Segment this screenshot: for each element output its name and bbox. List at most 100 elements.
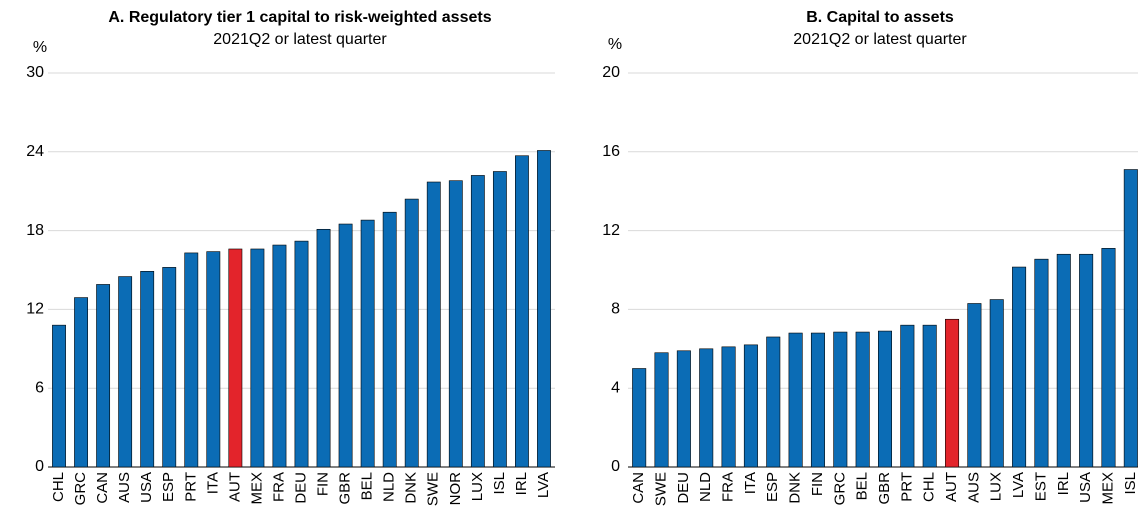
- x-tick-label: CHL: [50, 472, 67, 502]
- bar: [492, 171, 507, 468]
- bar: [1123, 169, 1138, 468]
- x-tick-label: DEU: [292, 472, 309, 504]
- x-tick-label: IRL: [1055, 472, 1072, 495]
- x-tick-label: MEX: [248, 472, 265, 505]
- x-tick-label: GBR: [337, 472, 354, 505]
- x-tick-label: LUX: [469, 472, 486, 501]
- y-tick-label: 12: [602, 222, 620, 239]
- x-tick-label: DEU: [675, 472, 692, 504]
- x-tick-label: NLD: [381, 472, 398, 502]
- y-tick-label: 16: [602, 143, 620, 160]
- x-tick-label: ESP: [160, 472, 177, 502]
- x-tick-label: ISL: [1122, 472, 1138, 495]
- y-tick-label: 0: [35, 458, 44, 475]
- y-tick-label: 6: [35, 379, 44, 396]
- bar: [1012, 266, 1027, 468]
- x-tick-label: LVA: [1010, 472, 1027, 498]
- y-tick-label: 0: [611, 458, 620, 475]
- x-tick-label: USA: [1077, 472, 1094, 503]
- bar: [360, 219, 375, 468]
- x-tick-label: CAN: [94, 472, 111, 504]
- chart-subtitle: 2021Q2 or latest quarter: [793, 31, 967, 48]
- bar: [900, 324, 915, 468]
- x-tick-label: USA: [138, 472, 155, 503]
- x-tick-label: AUS: [116, 472, 133, 503]
- y-tick-label: 30: [26, 64, 44, 81]
- y-axis-label: %: [33, 39, 47, 56]
- bar: [989, 299, 1004, 468]
- bar: [338, 223, 353, 468]
- x-tick-label: BEL: [854, 472, 871, 500]
- bar: [404, 198, 419, 468]
- x-tick-label: FRA: [270, 472, 287, 502]
- y-tick-label: 4: [611, 379, 620, 396]
- chart-title: B. Capital to assets: [806, 9, 954, 26]
- bar: [632, 368, 647, 468]
- x-tick-label: GRC: [72, 472, 89, 506]
- bar: [699, 348, 714, 468]
- bar: [228, 248, 243, 468]
- bar: [118, 276, 133, 468]
- bar: [294, 240, 309, 468]
- bar: [74, 297, 88, 468]
- x-tick-label: FRA: [720, 472, 737, 502]
- bar: [721, 346, 736, 468]
- bar: [382, 211, 397, 468]
- x-tick-label: ITA: [204, 472, 221, 494]
- bar: [1079, 253, 1094, 468]
- x-tick-label: DNK: [403, 472, 420, 504]
- x-tick-label: BEL: [359, 472, 376, 500]
- x-tick-label: AUT: [226, 472, 243, 502]
- y-tick-label: 20: [602, 64, 620, 81]
- bar: [743, 344, 758, 468]
- y-tick-label: 12: [26, 301, 44, 318]
- bar: [184, 252, 199, 468]
- chart-subtitle: 2021Q2 or latest quarter: [213, 31, 387, 48]
- x-tick-label: NOR: [447, 472, 464, 506]
- x-tick-label: AUT: [943, 472, 960, 502]
- bar: [877, 330, 893, 468]
- bar: [833, 331, 848, 468]
- x-tick-label: FIN: [315, 472, 332, 496]
- x-tick-label: ESP: [764, 472, 781, 502]
- bar: [206, 251, 221, 468]
- x-tick-label: AUS: [965, 472, 982, 503]
- bar: [788, 332, 803, 468]
- bar: [316, 228, 331, 468]
- x-tick-label: IRL: [513, 472, 530, 495]
- bar: [52, 324, 66, 468]
- bar: [426, 181, 441, 468]
- bar: [1034, 258, 1049, 468]
- bar: [1101, 248, 1116, 468]
- bar: [140, 271, 155, 468]
- y-tick-label: 8: [611, 301, 620, 318]
- x-tick-label: SWE: [652, 472, 669, 506]
- x-tick-label: NLD: [697, 472, 714, 502]
- bar: [945, 318, 960, 468]
- bar: [1056, 253, 1071, 468]
- y-tick-label: 18: [26, 222, 44, 239]
- x-tick-label: PRT: [898, 472, 915, 502]
- bar: [855, 331, 870, 468]
- x-tick-label: LUX: [988, 472, 1005, 501]
- bar: [654, 352, 669, 468]
- bar: [676, 350, 691, 468]
- bar: [810, 332, 825, 468]
- bar: [162, 267, 177, 468]
- x-tick-label: ITA: [742, 472, 759, 494]
- bar: [448, 180, 463, 468]
- bar: [272, 244, 287, 468]
- x-tick-label: FIN: [809, 472, 826, 496]
- chart-title: A. Regulatory tier 1 capital to risk-wei…: [108, 9, 491, 26]
- x-tick-label: SWE: [425, 472, 442, 506]
- bar: [515, 155, 529, 468]
- bar: [96, 284, 111, 468]
- bar: [250, 248, 265, 468]
- x-tick-label: LVA: [535, 472, 552, 498]
- x-tick-label: MEX: [1099, 472, 1116, 505]
- bar: [967, 303, 982, 468]
- bar: [766, 336, 781, 468]
- bar: [537, 150, 551, 468]
- bar: [470, 175, 485, 468]
